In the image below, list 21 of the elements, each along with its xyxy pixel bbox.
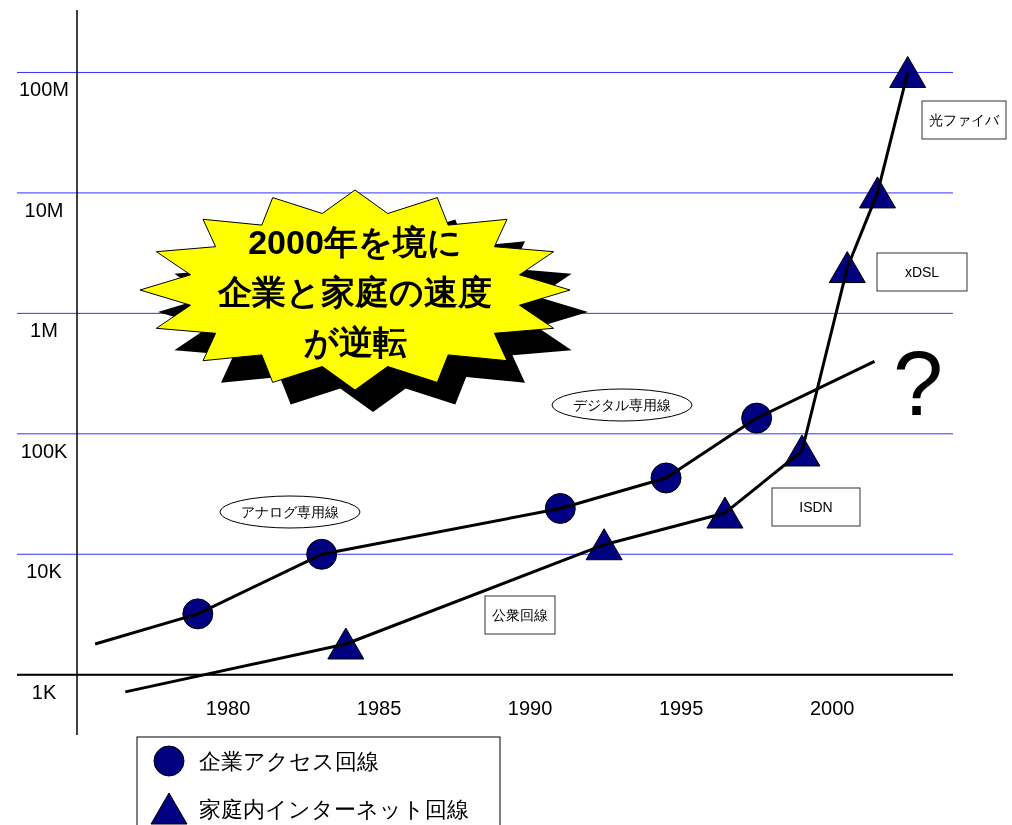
- annotation: アナログ専用線: [241, 504, 339, 520]
- y-tick-label: 100K: [20, 439, 69, 462]
- x-tick-label: 1985: [356, 697, 402, 719]
- legend-label: 企業アクセス回線: [199, 749, 379, 774]
- annotation: 2000年を境に企業と家庭の速度が逆転: [217, 223, 492, 361]
- y-tick-label: 1M: [30, 319, 58, 342]
- annotation: 公衆回線: [492, 607, 548, 623]
- y-tick-label: 10M: [24, 198, 64, 221]
- x-tick-label: 1980: [205, 697, 251, 719]
- x-tick-label: 2000: [809, 697, 855, 719]
- annotation: ?: [892, 334, 944, 434]
- annotation: ISDN: [799, 499, 833, 515]
- legend-label: 家庭内インターネット回線: [199, 797, 469, 822]
- x-tick-label: 1990: [507, 697, 553, 719]
- annotation: デジタル専用線: [573, 397, 671, 413]
- annotation: 光ファイバ: [929, 112, 1000, 128]
- y-tick-label: 100M: [18, 78, 70, 101]
- y-tick-label: 1K: [31, 680, 57, 703]
- y-tick-label: 10K: [26, 560, 63, 583]
- x-tick-label: 1995: [658, 697, 704, 719]
- annotation: xDSL: [904, 264, 940, 280]
